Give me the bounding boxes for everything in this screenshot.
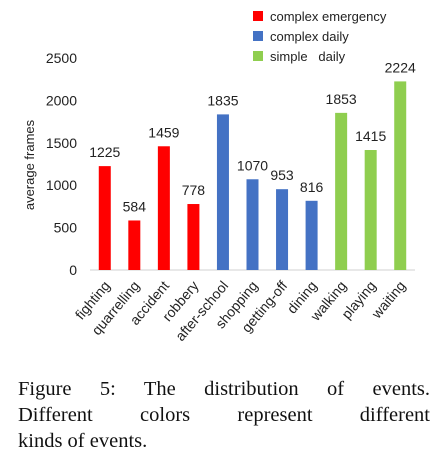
- bar-quarrelling: [128, 220, 141, 270]
- legend-swatch: [253, 11, 263, 21]
- bar-chart: 0 500 1000 1500 2000 2500 average frames 1225…: [22, 9, 416, 344]
- legend-label: complex emergency: [270, 9, 387, 24]
- bar-playing: [364, 150, 377, 270]
- data-label: 1070: [237, 157, 268, 173]
- bar-shopping: [246, 179, 259, 270]
- data-label: 778: [182, 182, 206, 198]
- y-tick-label: 500: [54, 220, 78, 236]
- data-label: 2224: [385, 59, 416, 75]
- y-tick-label: 1000: [46, 177, 77, 193]
- data-label: 1415: [355, 128, 386, 144]
- y-axis-label: average frames: [22, 119, 37, 210]
- x-axis-tick-labels: fightingquarrellingaccidentrobberyafter-…: [72, 278, 409, 344]
- data-label: 1225: [89, 144, 120, 160]
- figure-caption: Figure 5: The distribution of events. Di…: [18, 376, 430, 454]
- data-label: 1835: [207, 92, 238, 108]
- data-label: 1853: [326, 91, 357, 107]
- bars: [98, 81, 407, 270]
- y-axis: 0 500 1000 1500 2000 2500: [46, 50, 77, 278]
- legend: complex emergency complex daily simple dai…: [253, 9, 387, 64]
- data-label: 584: [123, 198, 147, 214]
- bar-robbery: [187, 204, 200, 270]
- bar-accident: [157, 146, 170, 270]
- caption-line-2: Different colors represent different: [18, 404, 430, 426]
- bar-walking: [335, 112, 348, 270]
- data-label: 953: [270, 167, 294, 183]
- legend-swatch: [253, 31, 263, 41]
- data-label: 816: [300, 179, 324, 195]
- y-tick-label: 2000: [46, 92, 77, 108]
- bar-fighting: [98, 166, 111, 270]
- y-tick-label: 2500: [46, 50, 77, 66]
- bar-getting-off: [276, 189, 289, 270]
- y-tick-label: 1500: [46, 135, 77, 151]
- data-label: 1459: [148, 124, 179, 140]
- legend-swatch: [253, 51, 263, 61]
- caption-line-1: Figure 5: The distribution of events.: [18, 378, 430, 400]
- y-tick-label: 0: [69, 262, 77, 278]
- legend-label: complex daily: [270, 29, 349, 44]
- bar-dining: [305, 200, 318, 270]
- caption-line-3: kinds of events.: [18, 430, 148, 452]
- bar-waiting: [394, 81, 407, 270]
- legend-label: simple daily: [270, 49, 346, 64]
- bar-after-school: [216, 114, 229, 270]
